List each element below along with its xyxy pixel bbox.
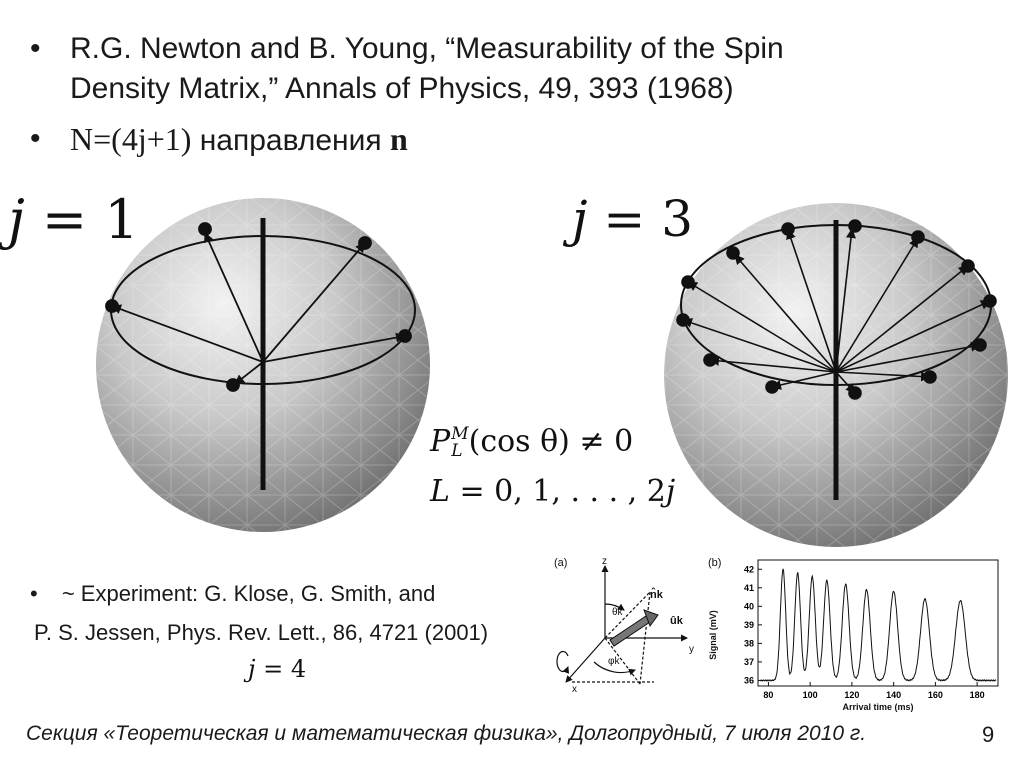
footer-text: Секция «Теоретическая и математическая ф… [26, 722, 867, 745]
page-number: 9 [982, 722, 995, 747]
l-range-j: j [665, 474, 676, 509]
label-j3: j = 3 [572, 190, 693, 248]
chart-xlabel: Arrival time (ms) [842, 702, 913, 712]
x-tick-label: 140 [886, 690, 901, 700]
axis-x-label: x [572, 684, 577, 695]
reference-line-2: Density Matrix,” Annals of Physics, 49, … [70, 72, 734, 105]
axis-y-label: y [689, 644, 694, 655]
u-hat-label: ûk [670, 615, 684, 627]
figure-a-diagram: (a) z y x θk φk n̂k ûk [554, 556, 694, 695]
y-tick-label: 36 [744, 675, 754, 685]
y-tick-label: 41 [744, 583, 754, 593]
sphere-j1 [96, 198, 430, 532]
label-j4-eq: = 4 [263, 655, 307, 683]
sphere-j3 [664, 203, 1008, 547]
legendre-sup: M [451, 424, 469, 444]
label-j1-eq: = 1 [41, 188, 139, 251]
spin-arrow-head [643, 609, 659, 628]
figure-b-label: (b) [708, 557, 721, 569]
theta-label: θk [612, 607, 624, 618]
legendre-equation: P M L (cos θ) ≠ 0 [430, 424, 633, 460]
y-tick-label: 40 [744, 601, 754, 611]
x-tick-label: 160 [928, 690, 943, 700]
x-tick-label: 80 [763, 690, 773, 700]
experiment-line-1: ~ Experiment: G. Klose, G. Smith, and [61, 581, 436, 606]
bullet-dot: • [30, 581, 38, 606]
chart-frame [757, 559, 999, 687]
y-tick-label: 37 [744, 657, 754, 667]
bullet-dot: • [30, 122, 41, 155]
spin-rod [609, 615, 651, 647]
axis-x-line [565, 637, 606, 683]
l-var: L [430, 474, 450, 509]
directions-word: направления [191, 124, 390, 157]
y-tick-label: 42 [744, 564, 754, 574]
l-range-equation: L = 0, 1, . . . , 2j [430, 474, 675, 509]
directions-vector: n [389, 121, 408, 157]
phi-label: φk [608, 656, 620, 667]
chart-ylabel: Signal (mV) [708, 610, 718, 660]
experiment-bullet: • ~ Experiment: G. Klose, G. Smith, and [30, 581, 435, 607]
l-range: = 0, 1, . . . , 2 [449, 474, 666, 509]
chart-signal-line [759, 568, 997, 682]
reference-line-1: R.G. Newton and B. Young, “Measurability… [70, 32, 784, 65]
experiment-line-2: P. S. Jessen, Phys. Rev. Lett., 86, 4721… [34, 620, 489, 645]
x-tick-label: 180 [970, 690, 985, 700]
n-hat-label: n̂k [650, 588, 664, 601]
x-tick-label: 100 [803, 690, 818, 700]
directions-text: N=(4j+1) направления n [70, 120, 408, 160]
legendre-rest: (cos θ) ≠ 0 [468, 424, 634, 459]
label-j1: j = 1 [8, 188, 139, 251]
figure-b-chart: (b) Signal (mV) Arrival time (ms) 36 37 38… [708, 557, 999, 712]
label-j1-var: j [8, 188, 25, 251]
x-tick-label: 120 [844, 690, 859, 700]
figure-a-label: (a) [554, 557, 567, 569]
legendre-sub: L [451, 441, 463, 461]
y-tick-label: 39 [744, 620, 754, 630]
directions-formula: N=(4j+1) [70, 121, 192, 157]
bullet-dot: • [30, 32, 41, 65]
label-j3-var: j [572, 190, 588, 248]
label-j4-var: j [248, 655, 256, 683]
y-tick-label: 38 [744, 638, 754, 648]
legendre-p: P [430, 424, 451, 459]
label-j4: j = 4 [248, 655, 306, 683]
axis-z-label: z [602, 556, 607, 567]
label-j3-eq: = 3 [603, 190, 694, 248]
